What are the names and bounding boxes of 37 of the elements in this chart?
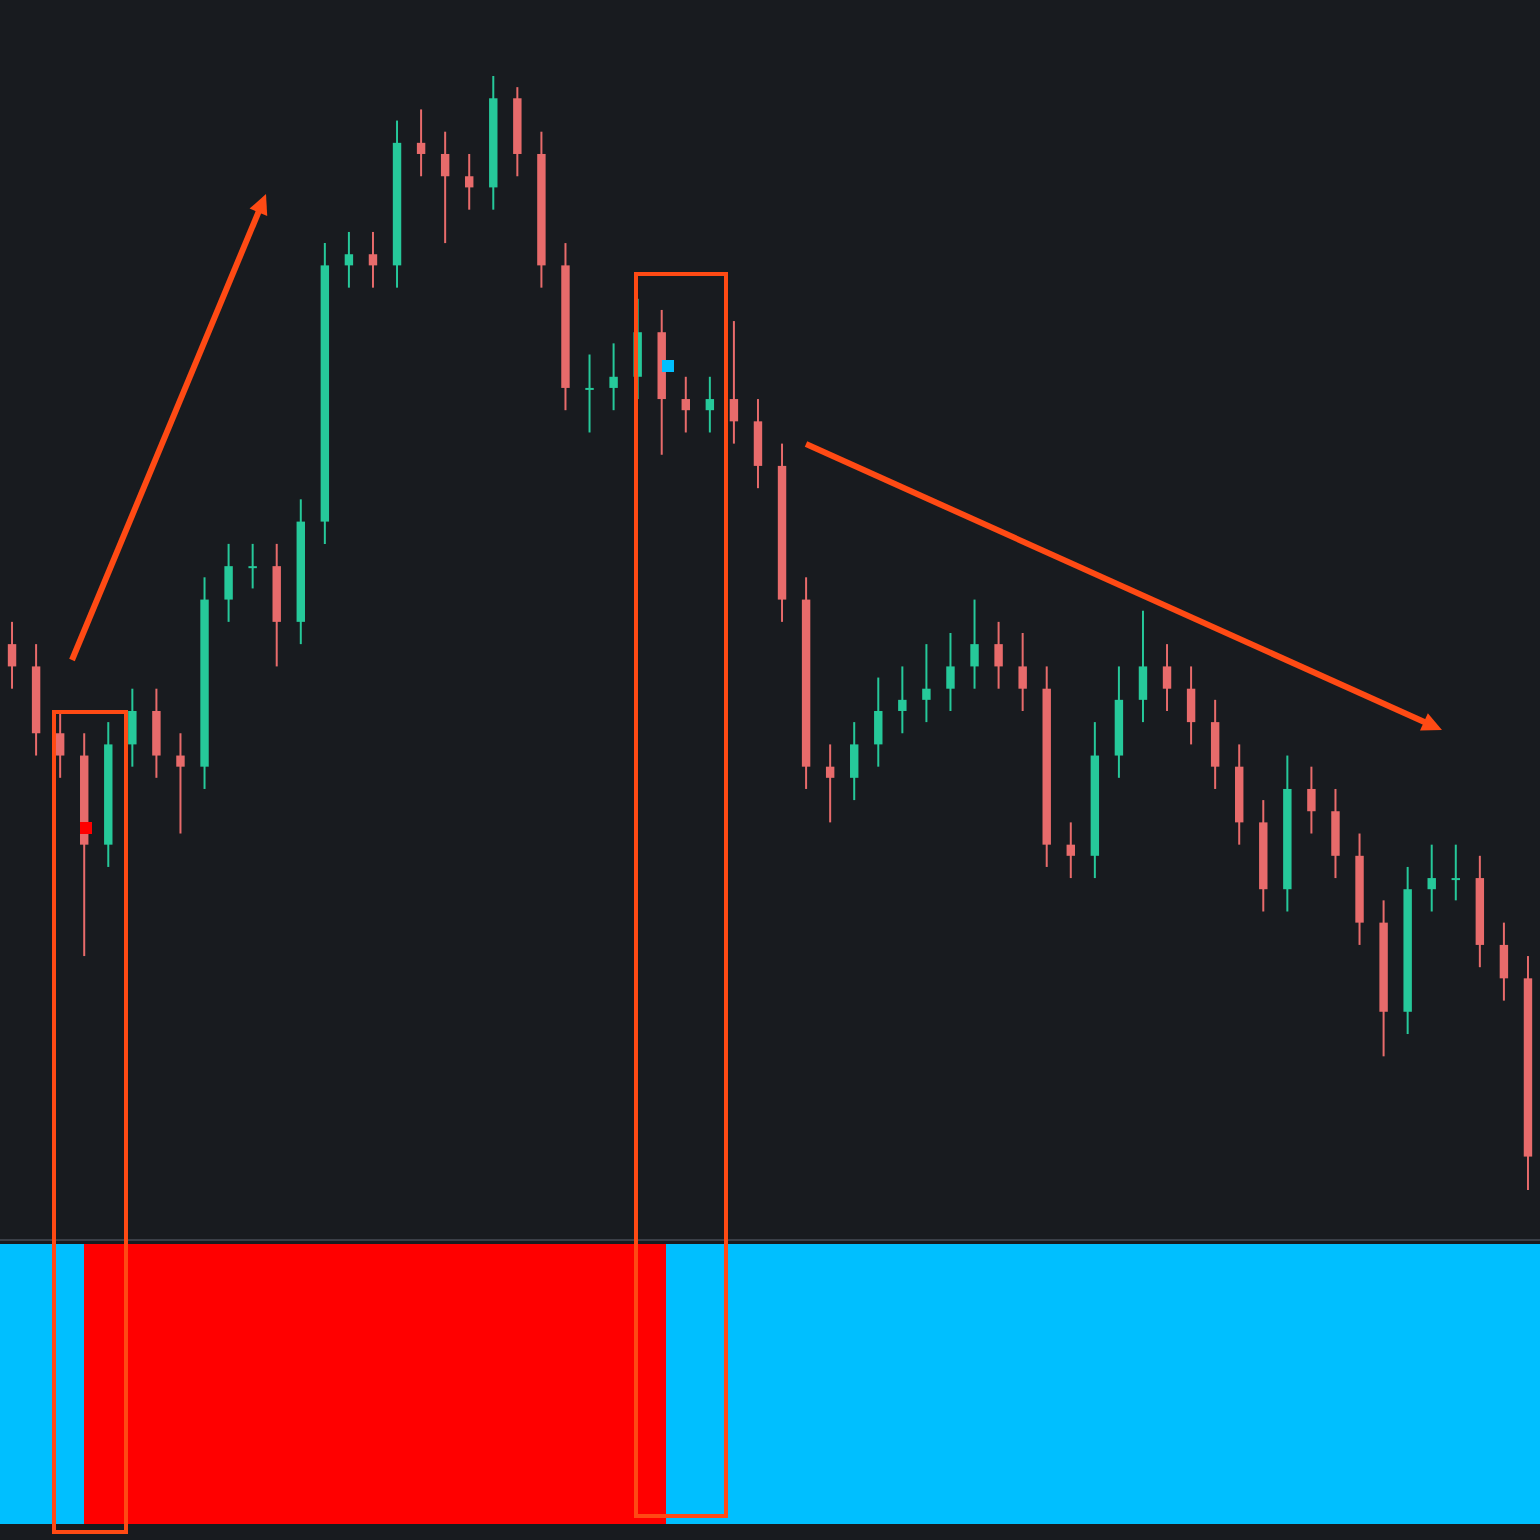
candlestick	[1186, 665, 1196, 746]
candlestick	[1138, 609, 1148, 724]
candlestick	[946, 632, 955, 712]
candlestick	[368, 230, 378, 289]
candlestick	[1331, 787, 1340, 880]
candlestick	[465, 152, 474, 211]
candlestick	[825, 743, 835, 824]
candlestick	[585, 353, 594, 434]
candlestick	[729, 320, 739, 445]
candlestick	[1499, 921, 1509, 1002]
candlestick	[248, 542, 257, 590]
candlestick	[1451, 843, 1460, 902]
candlestick	[7, 620, 17, 690]
candlestick	[1066, 821, 1075, 880]
candlestick	[344, 230, 354, 289]
candlestick	[176, 732, 185, 835]
candlestick	[874, 676, 883, 768]
candlestick	[152, 687, 161, 779]
candlestick	[705, 375, 715, 434]
candlestick	[1427, 843, 1436, 913]
candlestick	[609, 342, 618, 412]
candlestick	[753, 398, 763, 490]
candlestick	[970, 598, 979, 690]
candlestick	[440, 130, 450, 245]
candlestick	[1018, 632, 1027, 712]
candlestick	[416, 108, 426, 178]
candlestick	[55, 709, 65, 779]
candlestick	[1307, 765, 1316, 835]
candlestick	[850, 721, 859, 802]
candlestick	[128, 687, 137, 768]
candlestick	[898, 665, 907, 735]
candlestick	[1162, 643, 1172, 712]
candlestick	[681, 375, 690, 434]
candlestick	[224, 542, 233, 623]
candlestick	[922, 643, 931, 724]
candlestick	[994, 620, 1003, 690]
candlestick	[1210, 698, 1220, 790]
